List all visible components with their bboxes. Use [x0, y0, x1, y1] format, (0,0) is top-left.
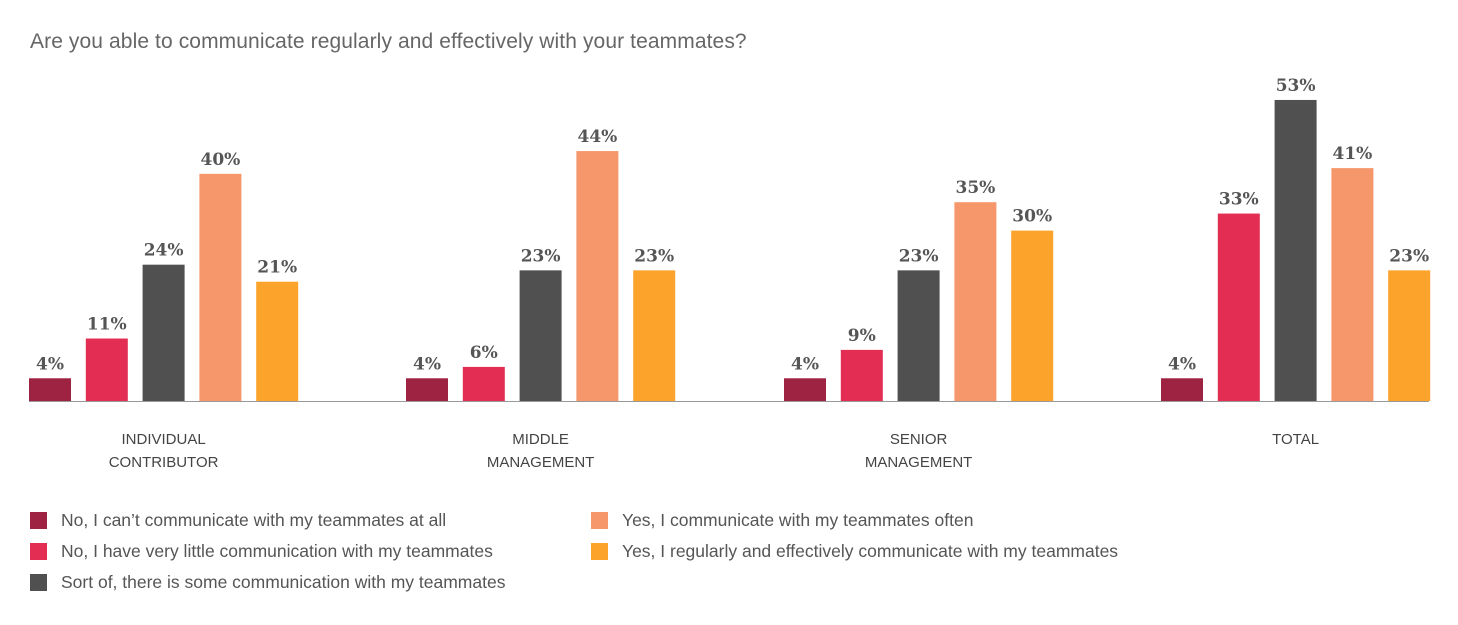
data-label: 23%	[634, 246, 674, 266]
data-label: 23%	[1389, 246, 1429, 266]
bar	[1331, 168, 1374, 401]
category-label: TOTAL	[1272, 431, 1319, 448]
bar	[85, 338, 128, 401]
data-label: 41%	[1332, 144, 1372, 164]
bar	[29, 378, 71, 401]
bar	[1274, 99, 1317, 402]
bar	[1217, 213, 1260, 401]
category-label: CONTRIBUTOR	[109, 454, 219, 471]
bar	[142, 264, 185, 401]
legend-label: Sort of, there is some communication wit…	[61, 572, 506, 592]
bar	[199, 173, 242, 401]
bar	[519, 270, 562, 401]
bar-chart: 4% 11% 24% 40% 21% INDIVIDUAL CONTRIBUTOR 4% 6% 2…	[29, 76, 1431, 471]
data-label: 35%	[955, 178, 995, 198]
data-label: 4%	[791, 354, 819, 374]
category-label: SENIOR	[890, 431, 948, 448]
category-label: INDIVIDUAL	[122, 431, 206, 448]
data-label: 4%	[36, 354, 64, 374]
legend-swatch	[30, 512, 47, 529]
category-label: MANAGEMENT	[487, 454, 595, 471]
data-label: 33%	[1219, 190, 1259, 210]
data-label: 4%	[1168, 354, 1196, 374]
bar	[256, 281, 299, 401]
data-label: 21%	[257, 258, 297, 278]
data-label: 40%	[200, 150, 240, 170]
data-label: 11%	[87, 315, 127, 335]
bar	[840, 349, 883, 401]
bar	[462, 366, 505, 401]
data-label: 9%	[848, 326, 876, 346]
bar	[633, 270, 676, 401]
legend: No, I can’t communicate with my teammate…	[30, 510, 1430, 610]
bar	[1161, 378, 1203, 401]
legend-swatch	[591, 543, 608, 560]
bar	[576, 151, 619, 401]
category-label: MANAGEMENT	[865, 454, 973, 471]
category-label: MIDDLE	[512, 431, 569, 448]
data-label: 23%	[521, 246, 561, 266]
legend-swatch	[30, 574, 47, 591]
bar	[406, 378, 448, 401]
bar	[954, 202, 997, 401]
bar	[784, 378, 826, 401]
data-label: 30%	[1012, 207, 1052, 227]
legend-label: Yes, I regularly and effectively communi…	[622, 541, 1119, 561]
legend-item: Sort of, there is some communication wit…	[30, 572, 505, 593]
chart-title: Are you able to communicate regularly an…	[30, 30, 747, 53]
data-label: 4%	[413, 354, 441, 374]
legend-label: Yes, I communicate with my teammates oft…	[622, 510, 974, 530]
legend-item: No, I have very little communication wit…	[30, 541, 493, 562]
legend-item: No, I can’t communicate with my teammate…	[30, 510, 446, 531]
data-label: 44%	[577, 127, 617, 147]
bar	[1388, 270, 1431, 401]
data-label: 24%	[144, 241, 184, 261]
legend-item: Yes, I communicate with my teammates oft…	[591, 510, 973, 531]
data-label: 53%	[1276, 76, 1316, 96]
bar	[1011, 230, 1054, 401]
legend-item: Yes, I regularly and effectively communi…	[591, 541, 1118, 562]
bar	[897, 270, 940, 401]
legend-label: No, I have very little communication wit…	[61, 541, 493, 561]
data-label: 6%	[470, 343, 498, 363]
data-label: 23%	[899, 246, 939, 266]
legend-label: No, I can’t communicate with my teammate…	[61, 510, 447, 530]
legend-swatch	[591, 512, 608, 529]
legend-swatch	[30, 543, 47, 560]
